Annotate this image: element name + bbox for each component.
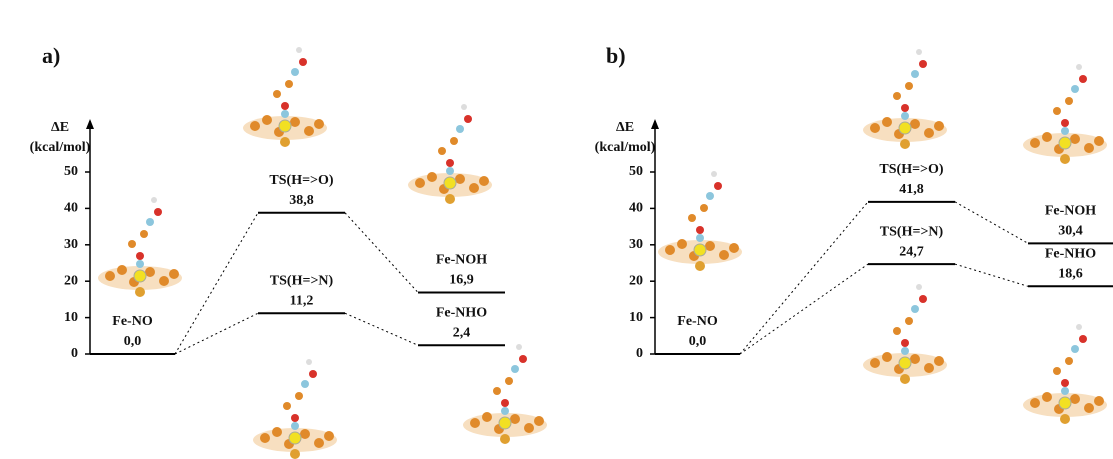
connector: [740, 264, 868, 354]
figure: a) ΔE (kcal/mol) 0 10 20 30 40 50 Fe-NO 0,0 TS(H=>O…: [0, 0, 1113, 459]
molecule: [863, 284, 947, 384]
state-label: Fe-NOH: [436, 253, 487, 268]
y-tick-label: 30: [64, 237, 78, 252]
connector: [175, 313, 258, 354]
y-tick-label: 0: [636, 346, 643, 361]
state-label: TS(H=>N): [880, 224, 944, 239]
y-axis-label: (kcal/mol): [595, 140, 656, 155]
y-axis-label: ΔE: [51, 120, 69, 135]
energy-label: 24,7: [899, 244, 924, 259]
state-label: TS(H=>O): [269, 173, 334, 188]
molecule: [243, 47, 327, 147]
energy-label: 38,8: [289, 193, 314, 208]
energy-label: 30,4: [1058, 224, 1083, 239]
state-label: TS(H=>N): [270, 273, 334, 288]
molecule: [408, 104, 492, 204]
y-tick-label: 30: [629, 237, 643, 252]
molecule: [863, 49, 947, 149]
y-axis-label: ΔE: [616, 120, 634, 135]
connector: [345, 213, 418, 293]
energy-label: 2,4: [453, 325, 471, 340]
y-tick-label: 10: [64, 310, 78, 325]
y-tick-label: 20: [629, 273, 643, 288]
energy-label: 41,8: [899, 182, 924, 197]
connector: [740, 202, 868, 354]
connector: [955, 264, 1028, 286]
y-tick-label: 50: [64, 164, 78, 179]
state-label: TS(H=>O): [879, 162, 944, 177]
connector: [345, 313, 418, 345]
connector: [175, 213, 258, 354]
molecule: [98, 197, 182, 297]
molecule: [253, 359, 337, 459]
state-label: Fe-NHO: [1045, 247, 1096, 262]
panel-label: a): [42, 43, 60, 68]
y-axis-label: (kcal/mol): [30, 140, 91, 155]
energy-label: 18,6: [1058, 267, 1083, 282]
energy-label: 0,0: [689, 334, 707, 349]
molecule: [1023, 64, 1107, 164]
molecule: [463, 344, 547, 444]
axis-arrow: [86, 119, 94, 129]
y-tick-label: 40: [64, 201, 78, 216]
y-tick-label: 40: [629, 201, 643, 216]
state-label: Fe-NO: [677, 314, 718, 329]
energy-label: 16,9: [449, 273, 474, 288]
state-label: Fe-NO: [112, 314, 153, 329]
y-tick-label: 20: [64, 273, 78, 288]
axis-arrow: [651, 119, 659, 129]
state-label: Fe-NOH: [1045, 204, 1096, 219]
y-tick-label: 0: [71, 346, 78, 361]
panel-label: b): [606, 43, 626, 68]
energy-label: 0,0: [124, 334, 142, 349]
y-tick-label: 10: [629, 310, 643, 325]
molecule: [658, 171, 742, 271]
energy-label: 11,2: [290, 293, 314, 308]
state-label: Fe-NHO: [436, 305, 487, 320]
y-tick-label: 50: [629, 164, 643, 179]
connector: [955, 202, 1028, 243]
molecule: [1023, 324, 1107, 424]
